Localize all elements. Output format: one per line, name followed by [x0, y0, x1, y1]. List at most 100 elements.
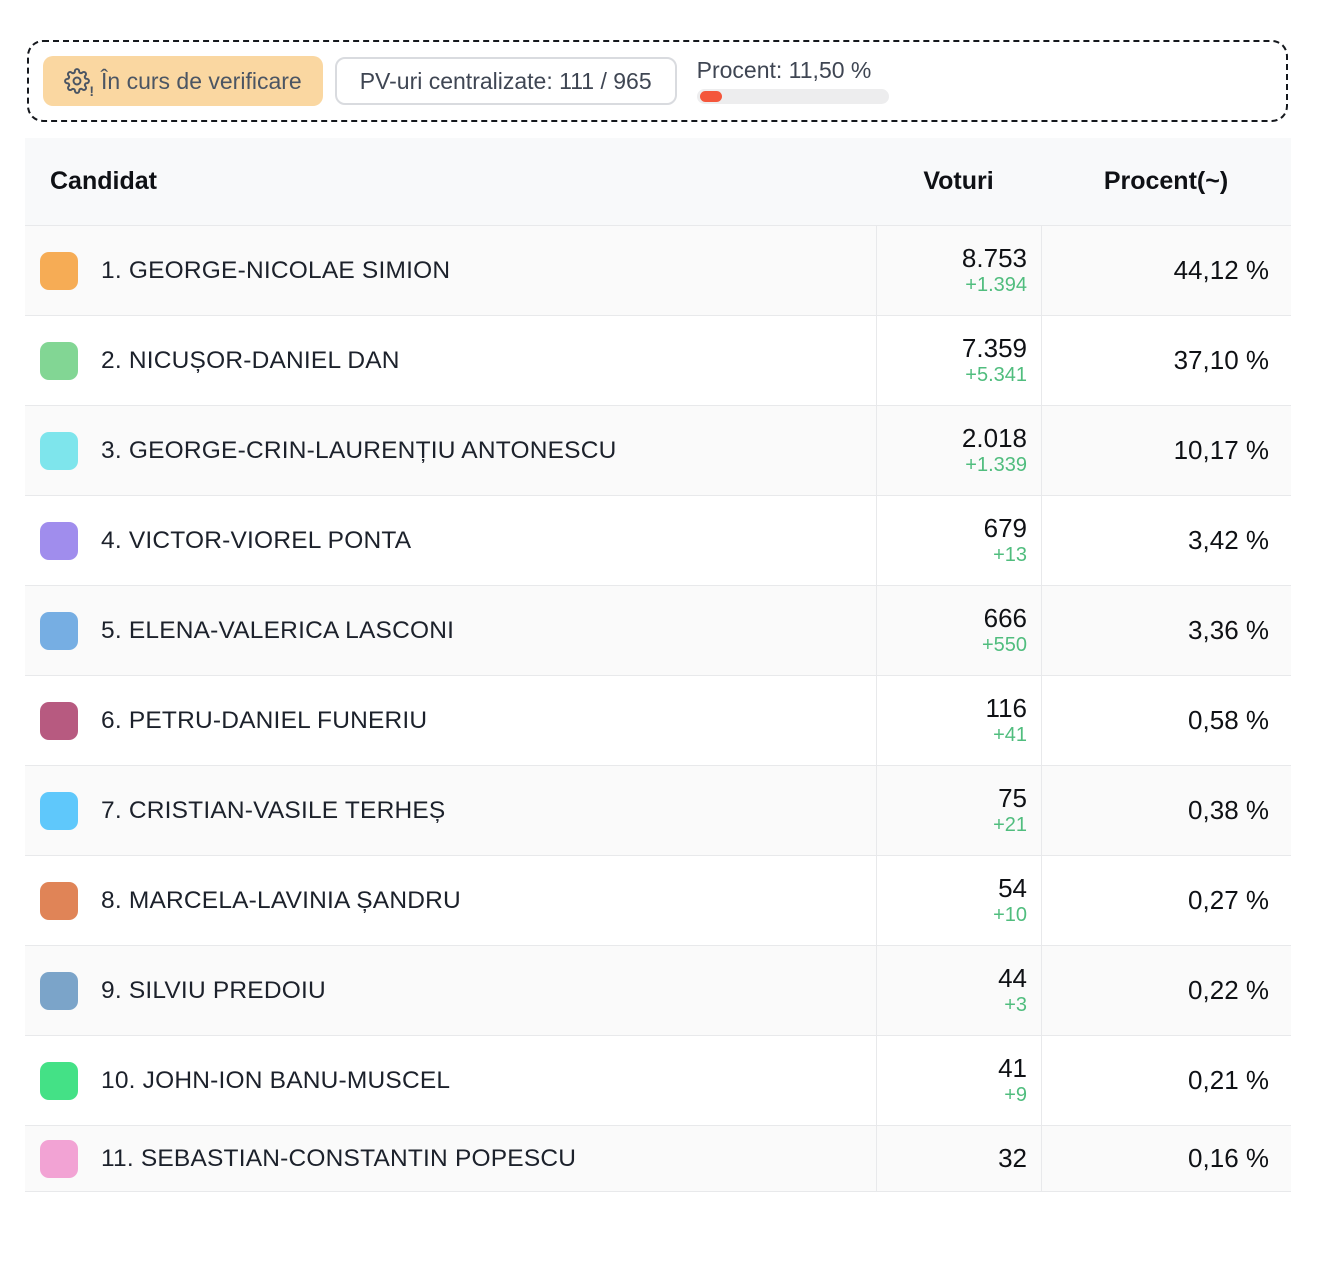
- candidate-color-swatch: [40, 611, 78, 650]
- vote-delta: +550: [981, 633, 1027, 656]
- vote-count: 41: [998, 1053, 1027, 1084]
- percent-cell: 0,58 %: [1041, 676, 1291, 765]
- vote-count: 679: [983, 513, 1027, 544]
- vote-count: 7.359: [961, 333, 1027, 364]
- candidate-color-swatch: [40, 791, 78, 830]
- candidate-cell: 9. SILVIU PREDOIU: [25, 946, 876, 1035]
- table-body: 1. GEORGE-NICOLAE SIMION 8.753 +1.394 44…: [25, 225, 1291, 1192]
- votes-cell: 116 +41: [876, 676, 1041, 765]
- votes-cell: 32: [876, 1126, 1041, 1191]
- vote-count: 32: [998, 1142, 1027, 1173]
- status-panel: ! În curs de verificare PV-uri centraliz…: [27, 40, 1288, 122]
- percent-progress-label: Procent: 11,50 %: [696, 56, 872, 83]
- table-row: 7. CRISTIAN-VASILE TERHEȘ 75 +21 0,38 %: [25, 765, 1291, 855]
- column-header-votes: Voturi: [923, 167, 994, 195]
- vote-delta: +10: [993, 903, 1027, 926]
- candidate-cell: 1. GEORGE-NICOLAE SIMION: [25, 226, 876, 315]
- percent-cell: 0,16 %: [1041, 1126, 1291, 1191]
- candidate-name: 10. JOHN-ION BANU-MUSCEL: [101, 1066, 451, 1094]
- table-row: 10. JOHN-ION BANU-MUSCEL 41 +9 0,21 %: [25, 1035, 1291, 1125]
- table-row: 4. VICTOR-VIOREL PONTA 679 +13 3,42 %: [25, 495, 1291, 585]
- vote-count: 54: [998, 873, 1027, 904]
- candidate-name: 8. MARCELA-LAVINIA ȘANDRU: [101, 886, 461, 914]
- candidate-name: 6. PETRU-DANIEL FUNERIU: [101, 706, 428, 734]
- vote-count: 116: [985, 693, 1027, 724]
- percent-cell: 0,38 %: [1041, 766, 1291, 855]
- progress-bar-track: [696, 88, 889, 104]
- votes-cell: 2.018 +1.339: [876, 406, 1041, 495]
- candidate-name: 3. GEORGE-CRIN-LAURENȚIU ANTONESCU: [101, 436, 617, 464]
- verification-status-label: În curs de verificare: [101, 67, 302, 94]
- percent-cell: 3,36 %: [1041, 586, 1291, 675]
- candidate-cell: 3. GEORGE-CRIN-LAURENȚIU ANTONESCU: [25, 406, 876, 495]
- column-header-candidate: Candidat: [50, 167, 157, 195]
- candidate-color-swatch: [40, 971, 78, 1010]
- vote-delta: +9: [1004, 1083, 1027, 1106]
- candidate-color-swatch: [40, 1139, 78, 1178]
- candidate-cell: 11. SEBASTIAN-CONSTANTIN POPESCU: [25, 1126, 876, 1191]
- percent-cell: 0,21 %: [1041, 1036, 1291, 1125]
- table-header-row: Candidat Voturi Procent(~): [25, 138, 1291, 225]
- percent-cell: 10,17 %: [1041, 406, 1291, 495]
- percent-cell: 44,12 %: [1041, 226, 1291, 315]
- candidate-name: 7. CRISTIAN-VASILE TERHEȘ: [101, 796, 446, 824]
- percent-cell: 3,42 %: [1041, 496, 1291, 585]
- candidate-name: 1. GEORGE-NICOLAE SIMION: [101, 256, 451, 284]
- vote-count: 75: [998, 783, 1027, 814]
- candidate-cell: 4. VICTOR-VIOREL PONTA: [25, 496, 876, 585]
- candidate-name: 11. SEBASTIAN-CONSTANTIN POPESCU: [101, 1144, 577, 1172]
- table-row: 2. NICUȘOR-DANIEL DAN 7.359 +5.341 37,10…: [25, 315, 1291, 405]
- candidate-color-swatch: [40, 881, 78, 920]
- candidate-cell: 8. MARCELA-LAVINIA ȘANDRU: [25, 856, 876, 945]
- table-row: 1. GEORGE-NICOLAE SIMION 8.753 +1.394 44…: [25, 225, 1291, 315]
- candidate-color-swatch: [40, 431, 78, 470]
- votes-cell: 44 +3: [876, 946, 1041, 1035]
- candidate-cell: 7. CRISTIAN-VASILE TERHEȘ: [25, 766, 876, 855]
- progress-fill: [699, 90, 722, 102]
- candidate-color-swatch: [40, 521, 78, 560]
- column-header-percent: Procent(~): [1103, 167, 1229, 195]
- candidate-name: 5. ELENA-VALERICA LASCONI: [101, 616, 455, 644]
- votes-cell: 7.359 +5.341: [876, 316, 1041, 405]
- vote-count: 44: [998, 963, 1027, 994]
- vote-count: 2.018: [961, 423, 1027, 454]
- verification-status-badge: ! În curs de verificare: [43, 56, 323, 106]
- percent-cell: 37,10 %: [1041, 316, 1291, 405]
- vote-count: 8.753: [961, 243, 1027, 274]
- candidate-color-swatch: [40, 251, 78, 290]
- candidate-cell: 6. PETRU-DANIEL FUNERIU: [25, 676, 876, 765]
- vote-delta: +1.394: [965, 273, 1027, 296]
- table-row: 11. SEBASTIAN-CONSTANTIN POPESCU 32 0,16…: [25, 1125, 1291, 1192]
- candidate-cell: 10. JOHN-ION BANU-MUSCEL: [25, 1036, 876, 1125]
- candidate-cell: 5. ELENA-VALERICA LASCONI: [25, 586, 876, 675]
- vote-delta: +3: [1004, 993, 1027, 1016]
- votes-cell: 666 +550: [876, 586, 1041, 675]
- vote-delta: +5.341: [965, 363, 1027, 386]
- votes-cell: 75 +21: [876, 766, 1041, 855]
- table-row: 5. ELENA-VALERICA LASCONI 666 +550 3,36 …: [25, 585, 1291, 675]
- table-row: 8. MARCELA-LAVINIA ȘANDRU 54 +10 0,27 %: [25, 855, 1291, 945]
- candidate-color-swatch: [40, 341, 78, 380]
- votes-cell: 679 +13: [876, 496, 1041, 585]
- vote-delta: +41: [993, 723, 1027, 746]
- vote-delta: +13: [993, 543, 1027, 566]
- votes-cell: 54 +10: [876, 856, 1041, 945]
- percent-cell: 0,27 %: [1041, 856, 1291, 945]
- exclamation-mark: !: [89, 83, 94, 99]
- table-row: 9. SILVIU PREDOIU 44 +3 0,22 %: [25, 945, 1291, 1035]
- table-row: 3. GEORGE-CRIN-LAURENȚIU ANTONESCU 2.018…: [25, 405, 1291, 495]
- percent-progress-group: Procent: 11,50 %: [696, 56, 889, 104]
- votes-cell: 8.753 +1.394: [876, 226, 1041, 315]
- candidate-name: 2. NICUȘOR-DANIEL DAN: [101, 346, 400, 374]
- vote-delta: +21: [993, 813, 1027, 836]
- votes-cell: 41 +9: [876, 1036, 1041, 1125]
- gear-alert-icon: !: [64, 68, 94, 98]
- candidate-name: 9. SILVIU PREDOIU: [101, 976, 326, 1004]
- vote-count: 666: [983, 603, 1027, 634]
- candidate-color-swatch: [40, 1061, 78, 1100]
- percent-cell: 0,22 %: [1041, 946, 1291, 1035]
- vote-delta: +1.339: [965, 453, 1027, 476]
- candidate-color-swatch: [40, 701, 78, 740]
- candidate-cell: 2. NICUȘOR-DANIEL DAN: [25, 316, 876, 405]
- results-table: Candidat Voturi Procent(~) 1. GEORGE-NIC…: [25, 138, 1291, 1192]
